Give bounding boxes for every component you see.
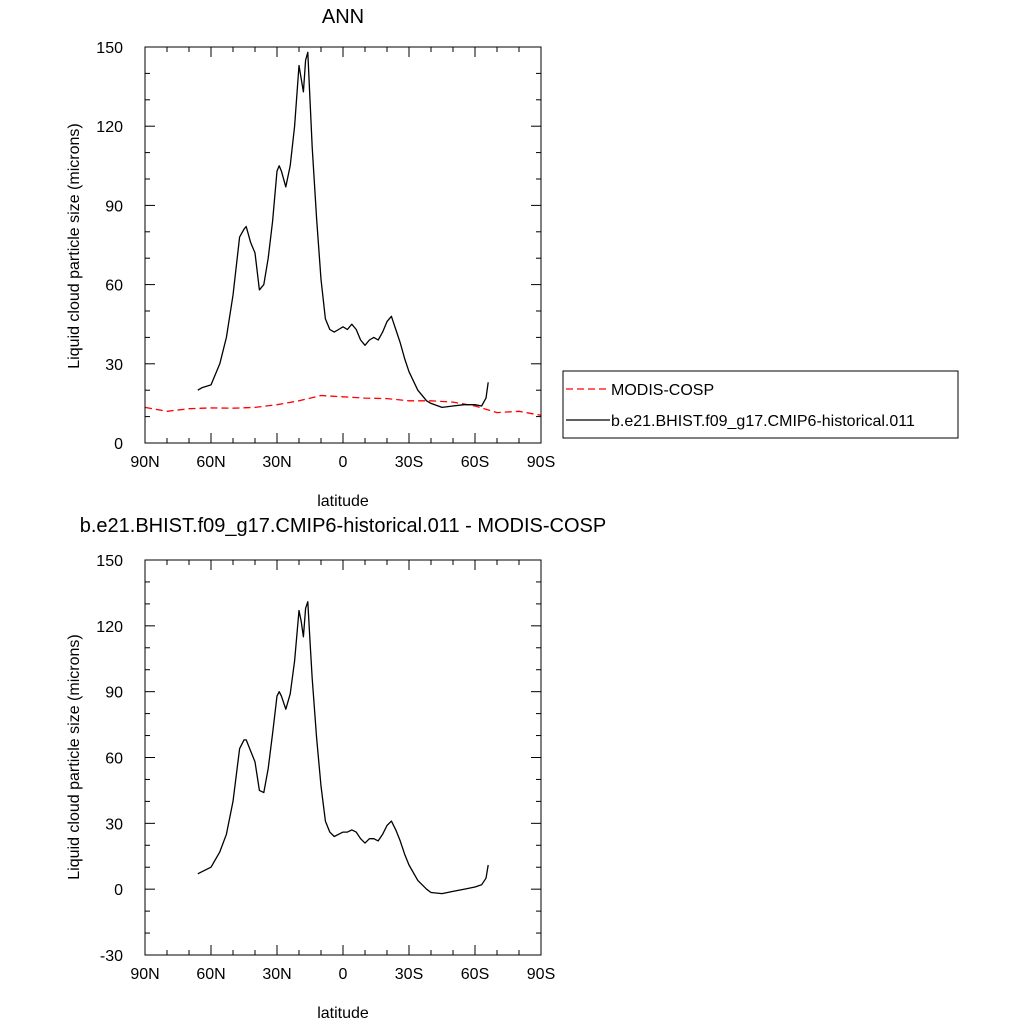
bottom-x-tick-label: 60N [196,966,225,983]
top-y-tick-label: 60 [105,278,123,295]
bottom-x-tick-label: 60S [461,966,489,983]
top-x-axis-label: latitude [317,493,369,510]
bottom-panel: b.e21.BHIST.f09_g17.CMIP6-historical.011… [66,515,606,1022]
bottom-y-tick-label: -30 [100,948,123,965]
bottom-y-tick-label: 60 [105,751,123,768]
top-y-axis-label: Liquid cloud particle size (microns) [66,123,83,368]
top-x-tick-label: 60N [196,454,225,471]
top-y-tick-label: 30 [105,357,123,374]
bottom-plot-frame [144,559,542,956]
top-series-line-modis-cosp [145,394,541,416]
legend-label-model: b.e21.BHIST.f09_g17.CMIP6-historical.011 [611,413,915,430]
top-x-tick-label: 0 [339,454,348,471]
bottom-x-axis-label: latitude [317,1005,369,1022]
bottom-x-tick-label: 90N [130,966,159,983]
legend-label-modis-cosp: MODIS-COSP [611,382,714,399]
bottom-y-tick-label: 90 [105,685,123,702]
bottom-x-tick-label: 30N [262,966,291,983]
bottom-y-tick-label: 150 [96,553,123,570]
top-x-tick-label: 90S [527,454,555,471]
top-x-tick-label: 90N [130,454,159,471]
top-panel: ANN latitude Liquid cloud particle size … [66,6,555,510]
top-y-tick-label: 90 [105,198,123,215]
legend-box [562,370,959,439]
bottom-y-tick-label: 120 [96,619,123,636]
legend: MODIS-COSP b.e21.BHIST.f09_g17.CMIP6-his… [562,370,959,439]
top-chart-title: ANN [322,6,364,28]
top-y-tick-label: 150 [96,40,123,57]
bottom-y-axis-label: Liquid cloud particle size (microns) [66,634,83,879]
bottom-y-tick-label: 0 [114,882,123,899]
bottom-y-tick-label: 30 [105,816,123,833]
bottom-series-line-difference [197,601,489,895]
top-x-tick-label: 30N [262,454,291,471]
top-plot-frame [144,46,542,444]
top-x-tick-label: 30S [395,454,423,471]
top-y-tick-label: 120 [96,119,123,136]
top-y-tick-label: 0 [114,436,123,453]
bottom-x-tick-label: 0 [339,966,348,983]
bottom-x-tick-label: 90S [527,966,555,983]
top-series-line-b-e21-bhist-f09-g17-cmip6-historical-011 [197,51,489,409]
top-x-tick-label: 60S [461,454,489,471]
bottom-x-tick-label: 30S [395,966,423,983]
bottom-chart-title: b.e21.BHIST.f09_g17.CMIP6-historical.011… [80,515,607,537]
